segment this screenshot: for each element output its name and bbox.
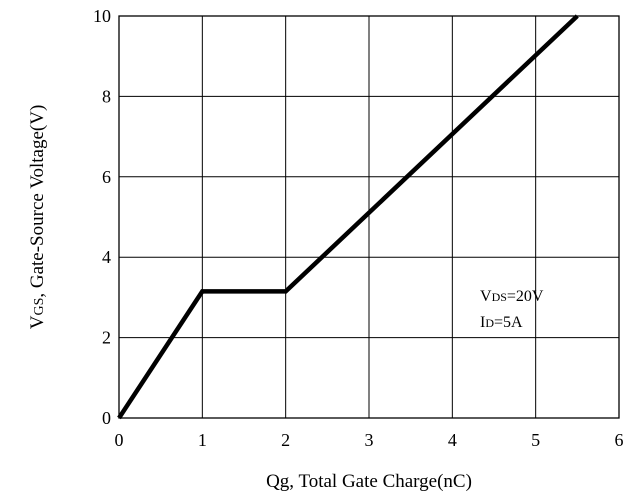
y-axis-title-prefix: V [27,315,48,329]
grid-lines [119,16,619,418]
y-axis-title: VGS, Gate-Source Voltage(V) [27,105,48,330]
y-axis-title-subscript: GS [32,298,47,316]
annotation-vds-subscript: DS [492,290,507,304]
y-tick-label-2: 4 [102,247,111,267]
annotation-vds-rest: =20V [507,288,544,305]
y-axis-title-rest: , Gate-Source Voltage(V) [27,105,48,298]
y-tick-label-3: 6 [102,167,111,187]
x-tick-label-1: 1 [198,430,207,450]
y-tick-label-1: 2 [102,328,111,348]
annotation-id-prefix: I [480,314,485,331]
x-tick-label-6: 6 [615,430,624,450]
x-tick-label-2: 2 [281,430,290,450]
annotation-vds-prefix: V [480,288,492,305]
annotation-id-rest: =5A [494,314,523,331]
y-tick-label-4: 8 [102,86,111,106]
annotation-id: ID=5A [480,314,523,331]
y-tick-label-0: 0 [102,408,111,428]
y-axis-ticks: 0 2 4 6 8 10 [93,6,111,428]
x-axis-title: Qg, Total Gate Charge(nC) [266,471,472,492]
x-tick-label-4: 4 [448,430,457,450]
x-tick-label-5: 5 [531,430,540,450]
annotation-id-subscript: D [485,316,494,330]
series-line-0 [117,14,579,420]
x-tick-label-3: 3 [365,430,374,450]
plot-area-frame [118,15,620,419]
x-axis-ticks: 0 1 2 3 4 5 6 [115,430,624,450]
x-tick-label-0: 0 [115,430,124,450]
y-tick-label-5: 10 [93,6,111,26]
series-layer [117,14,579,420]
annotation-vds: VDS=20V [480,288,544,305]
